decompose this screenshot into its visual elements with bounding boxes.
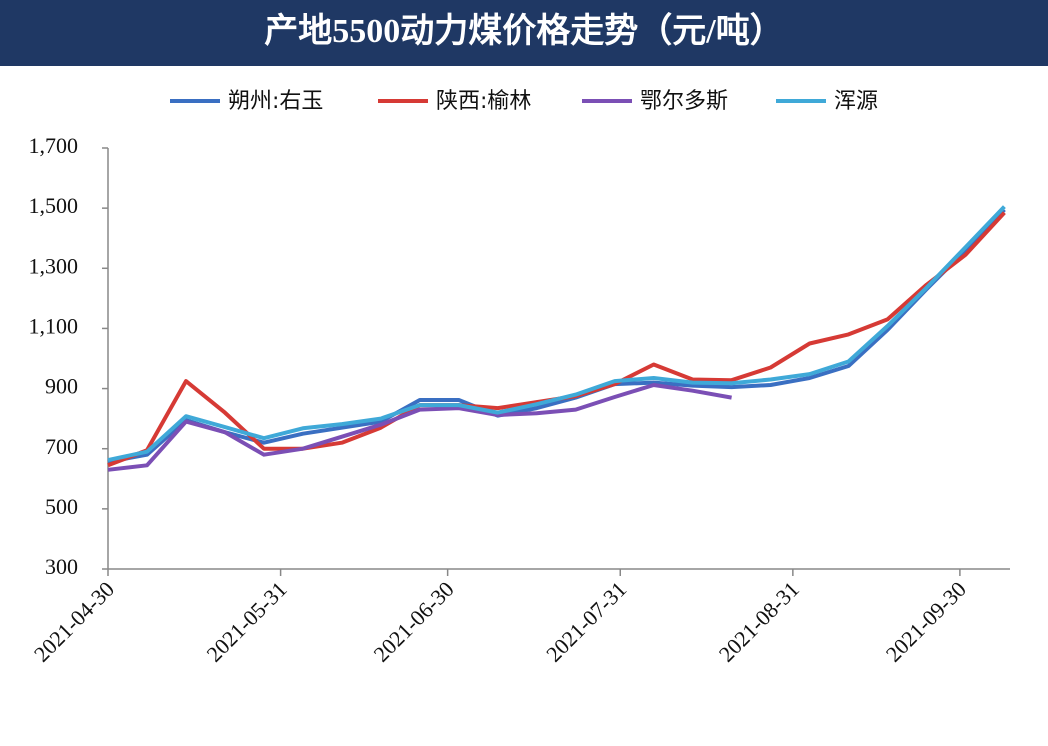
legend-label: 陕西:榆林 (436, 89, 531, 114)
x-tick-label: 2021-08-31 (714, 576, 804, 666)
legend-label: 浑源 (834, 89, 878, 114)
y-tick-label: 1,500 (29, 193, 79, 218)
legend-label: 鄂尔多斯 (640, 89, 728, 114)
x-tick-label: 2021-04-30 (29, 576, 119, 666)
x-tick-label: 2021-06-30 (368, 576, 458, 666)
y-tick-label: 1,100 (29, 313, 79, 338)
legend-label: 朔州:右玉 (228, 89, 323, 114)
x-tick-label: 2021-07-31 (541, 576, 631, 666)
y-tick-label: 700 (45, 434, 78, 459)
series-line (107, 208, 1006, 464)
x-tick-label: 2021-09-30 (881, 576, 971, 666)
chart-title: 产地5500动力煤价格走势（元/吨） (264, 11, 783, 50)
series-line (107, 211, 1006, 468)
legend-item: 浑源 (776, 89, 878, 114)
title-banner (0, 0, 1048, 66)
legend-item: 鄂尔多斯 (582, 89, 728, 114)
series-line (107, 205, 1006, 463)
y-tick-label: 500 (45, 494, 78, 519)
series-line (107, 383, 732, 472)
y-tick-label: 1,700 (29, 133, 79, 158)
y-tick-label: 300 (45, 554, 78, 579)
legend-item: 陕西:榆林 (378, 89, 531, 114)
legend-item: 朔州:右玉 (170, 89, 323, 114)
x-tick-label: 2021-05-31 (201, 576, 291, 666)
y-tick-label: 1,300 (29, 253, 79, 278)
y-tick-label: 900 (45, 374, 78, 399)
